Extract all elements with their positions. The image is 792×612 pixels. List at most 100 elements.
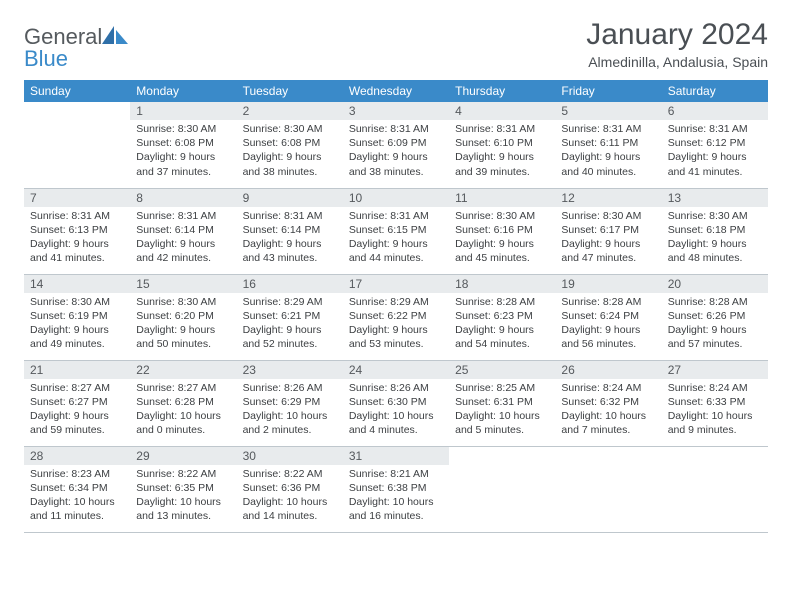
calendar-week-row: 7Sunrise: 8:31 AMSunset: 6:13 PMDaylight…	[24, 188, 768, 274]
day-details: Sunrise: 8:27 AMSunset: 6:27 PMDaylight:…	[24, 379, 130, 442]
day-details: Sunrise: 8:31 AMSunset: 6:11 PMDaylight:…	[555, 120, 661, 183]
calendar-day-cell: 28Sunrise: 8:23 AMSunset: 6:34 PMDayligh…	[24, 446, 130, 532]
sunrise-text: Sunrise: 8:28 AM	[668, 295, 762, 309]
sunset-text: Sunset: 6:28 PM	[136, 395, 230, 409]
sunrise-text: Sunrise: 8:24 AM	[668, 381, 762, 395]
sunset-text: Sunset: 6:20 PM	[136, 309, 230, 323]
calendar-page: General Blue January 2024 Almedinilla, A…	[0, 0, 792, 533]
calendar-day-cell: 19Sunrise: 8:28 AMSunset: 6:24 PMDayligh…	[555, 274, 661, 360]
calendar-day-cell: 1Sunrise: 8:30 AMSunset: 6:08 PMDaylight…	[130, 102, 236, 188]
sunset-text: Sunset: 6:14 PM	[243, 223, 337, 237]
sunrise-text: Sunrise: 8:30 AM	[30, 295, 124, 309]
sunrise-text: Sunrise: 8:31 AM	[349, 122, 443, 136]
sunset-text: Sunset: 6:29 PM	[243, 395, 337, 409]
sunrise-text: Sunrise: 8:30 AM	[668, 209, 762, 223]
sunset-text: Sunset: 6:33 PM	[668, 395, 762, 409]
sunrise-text: Sunrise: 8:31 AM	[30, 209, 124, 223]
day-number	[24, 102, 130, 120]
sunrise-text: Sunrise: 8:28 AM	[455, 295, 549, 309]
day-number: 18	[449, 275, 555, 293]
day-details: Sunrise: 8:31 AMSunset: 6:10 PMDaylight:…	[449, 120, 555, 183]
day-details: Sunrise: 8:29 AMSunset: 6:21 PMDaylight:…	[237, 293, 343, 356]
sunrise-text: Sunrise: 8:31 AM	[668, 122, 762, 136]
sunrise-text: Sunrise: 8:22 AM	[136, 467, 230, 481]
daylight-text: Daylight: 9 hours and 50 minutes.	[136, 323, 230, 351]
calendar-day-cell: 30Sunrise: 8:22 AMSunset: 6:36 PMDayligh…	[237, 446, 343, 532]
day-details: Sunrise: 8:26 AMSunset: 6:29 PMDaylight:…	[237, 379, 343, 442]
sunrise-text: Sunrise: 8:23 AM	[30, 467, 124, 481]
day-number: 2	[237, 102, 343, 120]
sunset-text: Sunset: 6:16 PM	[455, 223, 549, 237]
calendar-day-cell: 10Sunrise: 8:31 AMSunset: 6:15 PMDayligh…	[343, 188, 449, 274]
sunset-text: Sunset: 6:30 PM	[349, 395, 443, 409]
sunrise-text: Sunrise: 8:31 AM	[243, 209, 337, 223]
day-details: Sunrise: 8:24 AMSunset: 6:33 PMDaylight:…	[662, 379, 768, 442]
brand-name: General Blue	[24, 26, 128, 70]
day-details: Sunrise: 8:30 AMSunset: 6:18 PMDaylight:…	[662, 207, 768, 270]
daylight-text: Daylight: 10 hours and 13 minutes.	[136, 495, 230, 523]
calendar-day-cell: 23Sunrise: 8:26 AMSunset: 6:29 PMDayligh…	[237, 360, 343, 446]
daylight-text: Daylight: 10 hours and 9 minutes.	[668, 409, 762, 437]
day-number: 20	[662, 275, 768, 293]
sunset-text: Sunset: 6:17 PM	[561, 223, 655, 237]
sunset-text: Sunset: 6:27 PM	[30, 395, 124, 409]
sunset-text: Sunset: 6:11 PM	[561, 136, 655, 150]
day-number: 26	[555, 361, 661, 379]
calendar-day-cell: 29Sunrise: 8:22 AMSunset: 6:35 PMDayligh…	[130, 446, 236, 532]
day-details: Sunrise: 8:25 AMSunset: 6:31 PMDaylight:…	[449, 379, 555, 442]
sunset-text: Sunset: 6:15 PM	[349, 223, 443, 237]
sunset-text: Sunset: 6:36 PM	[243, 481, 337, 495]
daylight-text: Daylight: 9 hours and 42 minutes.	[136, 237, 230, 265]
daylight-text: Daylight: 9 hours and 40 minutes.	[561, 150, 655, 178]
calendar-day-cell	[24, 102, 130, 188]
page-header: General Blue January 2024 Almedinilla, A…	[24, 18, 768, 70]
brand-name-part2: Blue	[24, 46, 68, 71]
day-number: 15	[130, 275, 236, 293]
calendar-week-row: 21Sunrise: 8:27 AMSunset: 6:27 PMDayligh…	[24, 360, 768, 446]
sunrise-text: Sunrise: 8:25 AM	[455, 381, 549, 395]
calendar-day-cell: 16Sunrise: 8:29 AMSunset: 6:21 PMDayligh…	[237, 274, 343, 360]
day-number: 1	[130, 102, 236, 120]
day-number	[662, 447, 768, 465]
sunset-text: Sunset: 6:34 PM	[30, 481, 124, 495]
calendar-day-cell	[449, 446, 555, 532]
daylight-text: Daylight: 9 hours and 57 minutes.	[668, 323, 762, 351]
calendar-day-cell: 6Sunrise: 8:31 AMSunset: 6:12 PMDaylight…	[662, 102, 768, 188]
day-number: 19	[555, 275, 661, 293]
sunrise-text: Sunrise: 8:26 AM	[349, 381, 443, 395]
sunset-text: Sunset: 6:12 PM	[668, 136, 762, 150]
weekday-header: Saturday	[662, 80, 768, 102]
daylight-text: Daylight: 9 hours and 53 minutes.	[349, 323, 443, 351]
day-number: 16	[237, 275, 343, 293]
daylight-text: Daylight: 9 hours and 48 minutes.	[668, 237, 762, 265]
calendar-day-cell: 7Sunrise: 8:31 AMSunset: 6:13 PMDaylight…	[24, 188, 130, 274]
sunrise-text: Sunrise: 8:30 AM	[136, 295, 230, 309]
sunset-text: Sunset: 6:38 PM	[349, 481, 443, 495]
sunset-text: Sunset: 6:35 PM	[136, 481, 230, 495]
sunrise-text: Sunrise: 8:26 AM	[243, 381, 337, 395]
calendar-table: Sunday Monday Tuesday Wednesday Thursday…	[24, 80, 768, 533]
sunrise-text: Sunrise: 8:29 AM	[243, 295, 337, 309]
sunset-text: Sunset: 6:24 PM	[561, 309, 655, 323]
sunrise-text: Sunrise: 8:30 AM	[455, 209, 549, 223]
day-details: Sunrise: 8:30 AMSunset: 6:20 PMDaylight:…	[130, 293, 236, 356]
calendar-day-cell: 11Sunrise: 8:30 AMSunset: 6:16 PMDayligh…	[449, 188, 555, 274]
calendar-day-cell: 13Sunrise: 8:30 AMSunset: 6:18 PMDayligh…	[662, 188, 768, 274]
sunset-text: Sunset: 6:08 PM	[243, 136, 337, 150]
calendar-day-cell: 20Sunrise: 8:28 AMSunset: 6:26 PMDayligh…	[662, 274, 768, 360]
calendar-week-row: 28Sunrise: 8:23 AMSunset: 6:34 PMDayligh…	[24, 446, 768, 532]
day-number: 22	[130, 361, 236, 379]
calendar-day-cell: 22Sunrise: 8:27 AMSunset: 6:28 PMDayligh…	[130, 360, 236, 446]
sunrise-text: Sunrise: 8:30 AM	[136, 122, 230, 136]
daylight-text: Daylight: 9 hours and 39 minutes.	[455, 150, 549, 178]
sunrise-text: Sunrise: 8:31 AM	[561, 122, 655, 136]
calendar-day-cell: 18Sunrise: 8:28 AMSunset: 6:23 PMDayligh…	[449, 274, 555, 360]
day-details: Sunrise: 8:30 AMSunset: 6:17 PMDaylight:…	[555, 207, 661, 270]
day-details: Sunrise: 8:22 AMSunset: 6:35 PMDaylight:…	[130, 465, 236, 528]
calendar-day-cell: 17Sunrise: 8:29 AMSunset: 6:22 PMDayligh…	[343, 274, 449, 360]
sunset-text: Sunset: 6:23 PM	[455, 309, 549, 323]
day-details: Sunrise: 8:23 AMSunset: 6:34 PMDaylight:…	[24, 465, 130, 528]
daylight-text: Daylight: 9 hours and 37 minutes.	[136, 150, 230, 178]
sunset-text: Sunset: 6:21 PM	[243, 309, 337, 323]
day-number: 7	[24, 189, 130, 207]
